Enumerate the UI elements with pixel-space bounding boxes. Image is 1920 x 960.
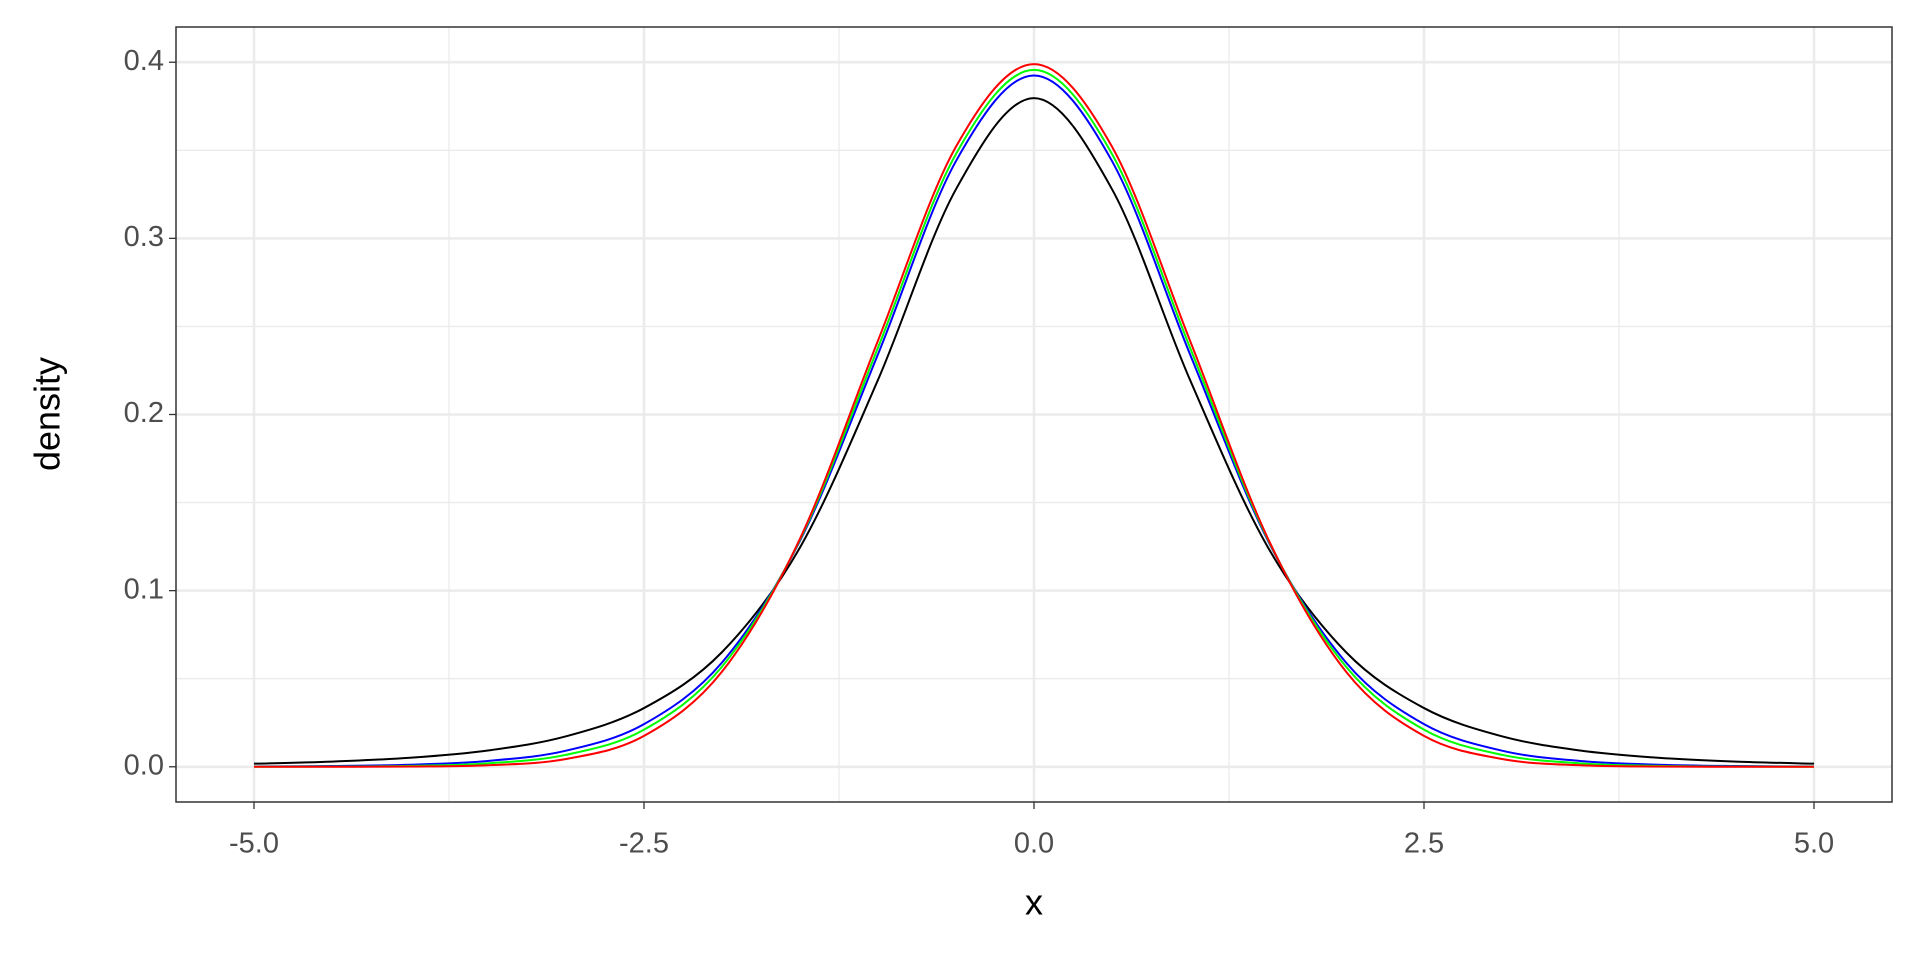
x-tick-label: 5.0 — [1794, 828, 1834, 860]
y-tick-label: 0.0 — [124, 749, 164, 781]
density-line — [253, 97, 1815, 765]
x-tick-label: -5.0 — [229, 828, 279, 860]
density-line — [253, 74, 1815, 768]
y-axis-title: density — [27, 357, 68, 471]
x-tick-label: 0.0 — [1014, 828, 1054, 860]
x-tick-label: -2.5 — [619, 828, 669, 860]
x-axis-title: x — [1025, 882, 1043, 923]
y-tick-label: 0.3 — [124, 221, 164, 253]
density-line — [253, 63, 1815, 768]
y-tick-label: 0.2 — [124, 397, 164, 429]
panel-border — [175, 26, 1893, 803]
y-tick-label: 0.1 — [124, 573, 164, 605]
y-tick-label: 0.4 — [124, 45, 164, 77]
density-line — [253, 68, 1815, 768]
x-tick-label: 2.5 — [1404, 828, 1444, 860]
